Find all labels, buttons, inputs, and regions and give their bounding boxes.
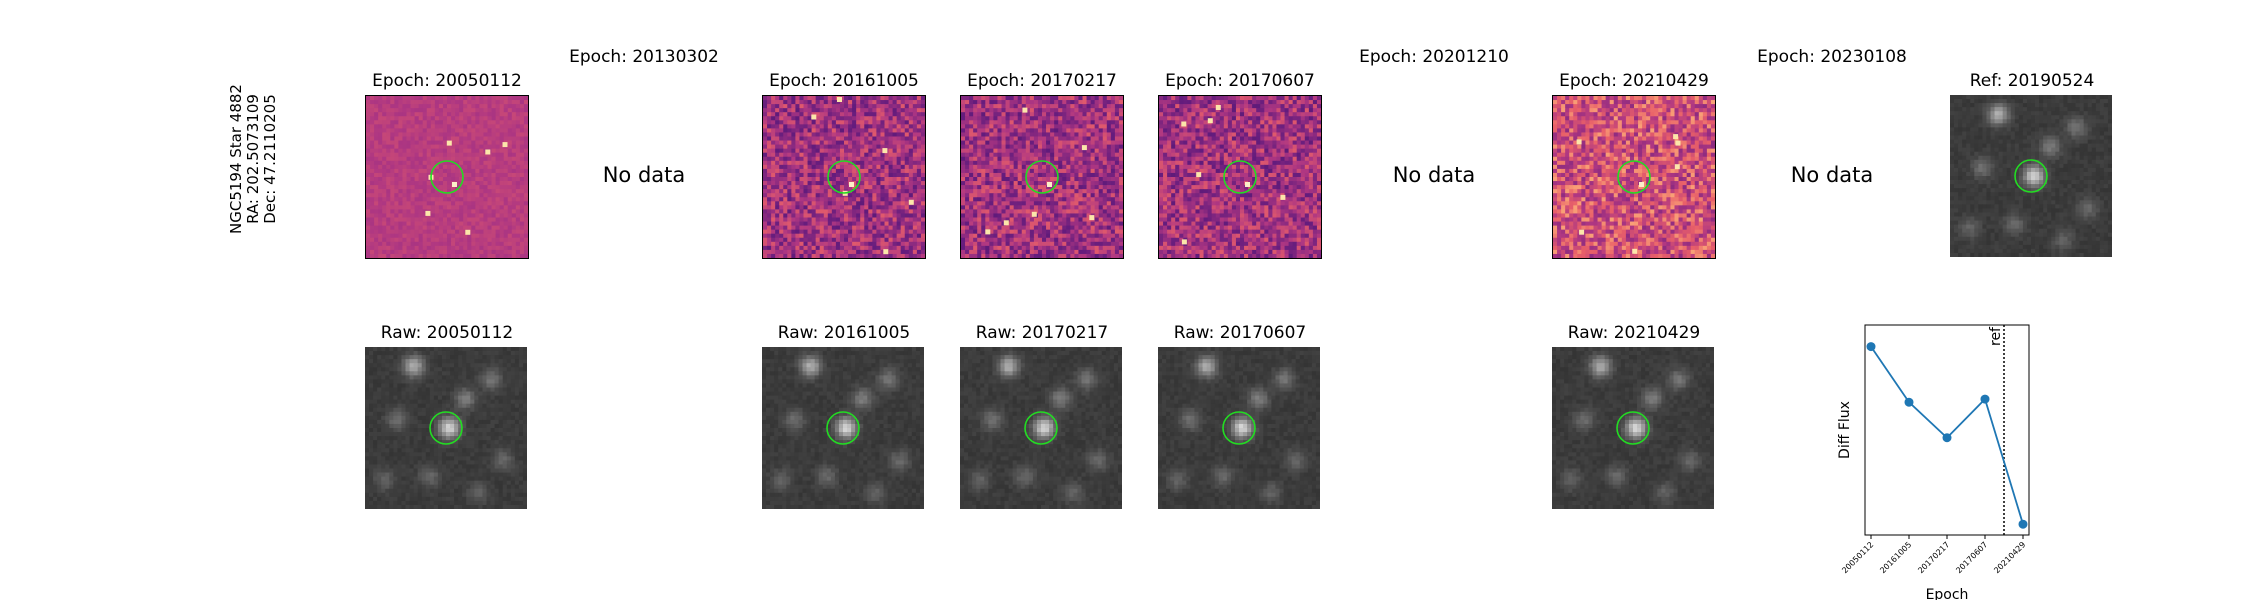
aperture-circle <box>1617 160 1651 194</box>
epoch-title: Epoch: 20050112 <box>372 71 522 91</box>
reference-image <box>1950 95 2112 257</box>
raw-image <box>960 347 1122 509</box>
x-tick-label: 20050112 <box>1840 540 1875 575</box>
x-axis-label: Epoch <box>1926 587 1969 600</box>
raw-image-panel <box>762 347 926 511</box>
star-ra: RA: 202.5073109 <box>244 94 262 224</box>
raw-image <box>762 347 924 509</box>
difference-image-panel <box>365 95 529 259</box>
difference-image-panel <box>1552 95 1716 259</box>
epoch-title: Epoch: 20161005 <box>769 71 919 91</box>
x-tick-label: 20170607 <box>1954 540 1989 575</box>
aperture-circle <box>1223 160 1257 194</box>
aperture-circle <box>1024 411 1058 445</box>
difference-image-panel <box>762 95 926 259</box>
aperture-circle <box>429 411 463 445</box>
raw-image-panel <box>365 347 529 511</box>
raw-title: Raw: 20170217 <box>975 323 1109 343</box>
difference-image-panel <box>1158 95 1322 259</box>
raw-image <box>365 347 527 509</box>
ref-label: ref <box>1988 326 2004 346</box>
x-tick-label: 20210429 <box>1992 540 2027 575</box>
reference-image-panel <box>1950 95 2114 259</box>
data-point <box>1866 342 1876 352</box>
raw-image-panel <box>960 347 1124 511</box>
raw-title: Raw: 20170607 <box>1173 323 1307 343</box>
difference-image <box>961 96 1123 258</box>
epoch-title: Epoch: 20201210 <box>1359 47 1509 67</box>
raw-image-panel <box>1158 347 1322 511</box>
star-name: NGC5194 Star 4882 <box>227 84 245 234</box>
epoch-title: Epoch: 20210429 <box>1559 71 1709 91</box>
aperture-circle <box>2014 159 2048 193</box>
difference-image-panel <box>960 95 1124 259</box>
aperture-circle <box>430 160 464 194</box>
data-point <box>1980 394 1990 404</box>
epoch-title: Epoch: 20130302 <box>569 47 719 67</box>
no-data-label: No data <box>1790 163 1874 187</box>
difference-image <box>1553 96 1715 258</box>
difference-image <box>763 96 925 258</box>
raw-title: Raw: 20210429 <box>1567 323 1701 343</box>
difference-image <box>366 96 528 258</box>
raw-image <box>1552 347 1714 509</box>
epoch-title: Ref: 20190524 <box>1969 71 2095 91</box>
no-data-label: No data <box>1392 163 1476 187</box>
epoch-title: Epoch: 20230108 <box>1757 47 1907 67</box>
difference-image <box>1159 96 1321 258</box>
aperture-circle <box>827 160 861 194</box>
star-dec: Dec: 47.2110205 <box>261 94 279 224</box>
epoch-title: Epoch: 20170607 <box>1165 71 1315 91</box>
raw-image-panel <box>1552 347 1716 511</box>
data-point <box>1904 397 1914 407</box>
epoch-title: Epoch: 20170217 <box>967 71 1117 91</box>
x-tick-label: 20170217 <box>1916 540 1951 575</box>
raw-title: Raw: 20161005 <box>777 323 911 343</box>
aperture-circle <box>1616 411 1650 445</box>
aperture-circle <box>1025 160 1059 194</box>
x-tick-label: 20161005 <box>1878 540 1913 575</box>
data-point <box>1942 433 1952 443</box>
raw-title: Raw: 20050112 <box>380 323 514 343</box>
aperture-circle <box>1222 411 1256 445</box>
light-curve-chart: ref 20050112 20161005 20170217 20170607 20210… <box>1837 324 2030 600</box>
star-info-label: NGC5194 Star 4882 RA: 202.5073109 Dec: 4… <box>227 74 279 244</box>
y-axis-label: Diff Flux <box>1837 401 1853 459</box>
no-data-label: No data <box>602 163 686 187</box>
aperture-circle <box>826 411 860 445</box>
raw-image <box>1158 347 1320 509</box>
data-point <box>2018 519 2028 529</box>
